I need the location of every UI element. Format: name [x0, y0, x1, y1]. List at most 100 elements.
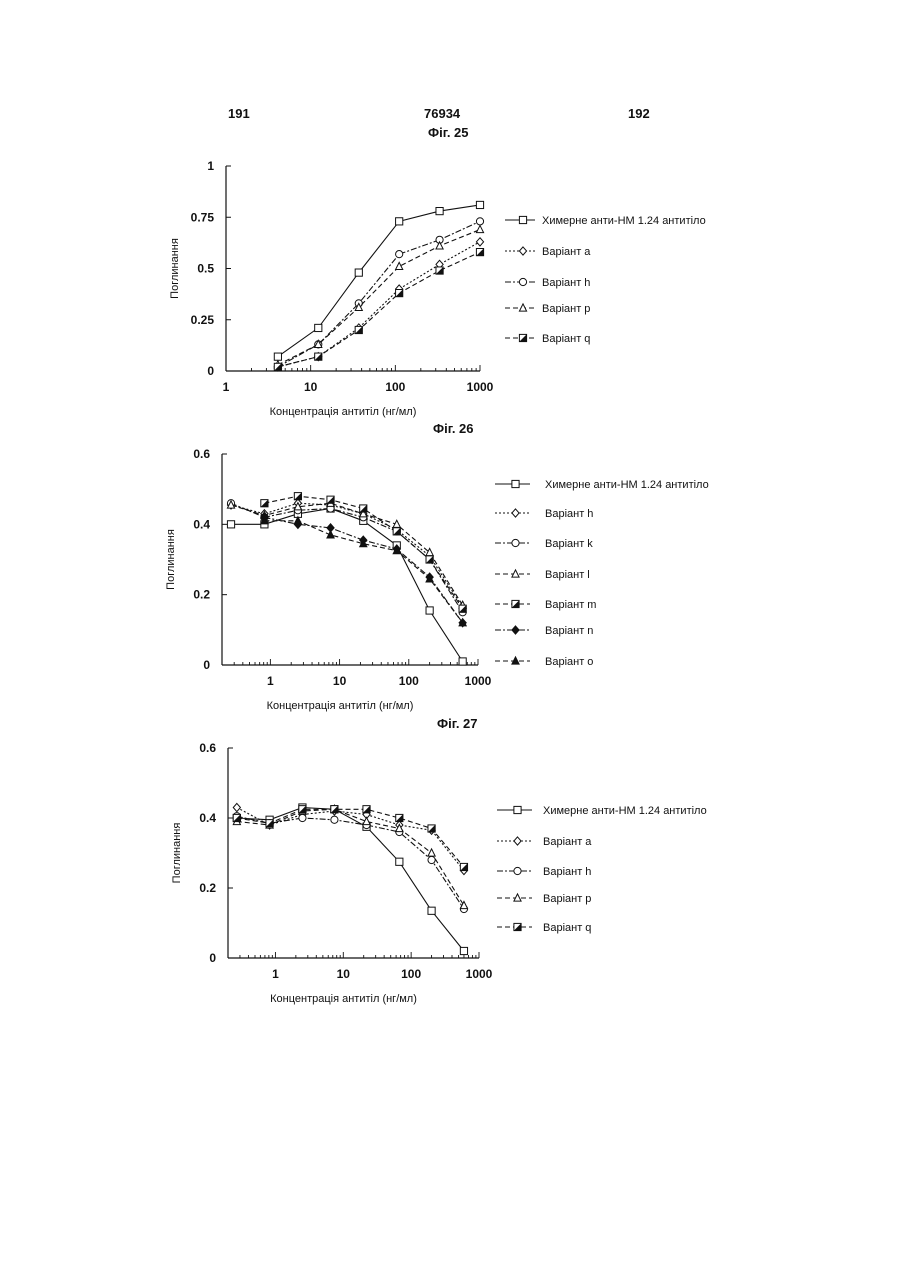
legend-label: Варіант m — [545, 599, 596, 611]
legend-label: Варіант h — [545, 508, 593, 520]
data-point — [428, 849, 435, 856]
data-point — [274, 363, 281, 370]
legend-label: Варіант h — [543, 866, 591, 878]
y-tick-label: 0 — [203, 658, 210, 672]
data-point — [355, 326, 362, 333]
series-0 — [227, 505, 466, 665]
legend-entry: Варіант o — [495, 656, 593, 668]
legend-entry: Варіант l — [495, 569, 590, 581]
data-point — [476, 201, 483, 208]
legend-marker — [512, 480, 519, 487]
data-point — [261, 500, 268, 507]
data-point — [233, 803, 240, 811]
data-point — [460, 863, 467, 870]
legend-label: Варіант q — [543, 922, 591, 934]
chart-2-group: 00.20.40.61101001000Концентрація антитіл… — [171, 741, 707, 1005]
legend-label: Варіант h — [542, 277, 590, 289]
data-point — [327, 496, 334, 503]
legend-entry: Варіант h — [497, 866, 591, 878]
legend-marker — [519, 247, 526, 255]
legend-label: Химерне анти-НМ 1.24 антитіло — [543, 805, 707, 817]
data-point — [436, 208, 443, 215]
data-point — [393, 528, 400, 535]
legend-entry: Варіант p — [497, 893, 591, 905]
data-point — [299, 814, 306, 821]
y-tick-label: 0 — [207, 364, 214, 378]
legend-label: Варіант k — [545, 538, 593, 550]
legend-marker — [514, 923, 521, 930]
y-tick-label: 0.2 — [193, 588, 210, 602]
data-point — [360, 505, 367, 512]
data-point — [476, 238, 483, 246]
y-tick-label: 0.75 — [191, 210, 215, 224]
legend-entry: Варіант a — [505, 246, 591, 258]
data-point — [396, 218, 403, 225]
series-4 — [261, 493, 466, 613]
data-point — [227, 521, 234, 528]
y-tick-label: 0.4 — [193, 517, 210, 531]
y-tick-label: 0 — [209, 951, 216, 965]
series-line — [278, 221, 480, 367]
x-tick-label: 1 — [267, 674, 274, 688]
legend-marker — [512, 539, 519, 546]
data-point — [428, 856, 435, 863]
legend-entry: Химерне анти-НМ 1.24 антитіло — [495, 479, 709, 491]
series-5 — [261, 513, 466, 627]
x-tick-label: 1 — [223, 380, 230, 394]
legend-entry: Химерне анти-НМ 1.24 антитіло — [505, 215, 706, 227]
chart-1-group: 00.20.40.61101001000Концентрація антитіл… — [165, 447, 709, 712]
y-axis-label: Поглинання — [165, 529, 177, 590]
data-point — [294, 493, 301, 500]
x-tick-label: 10 — [304, 380, 318, 394]
x-tick-label: 1 — [272, 967, 279, 981]
legend-entry: Варіант q — [505, 333, 590, 345]
series-line — [278, 242, 480, 367]
legend-label: Варіант q — [542, 333, 590, 345]
x-axis-label: Концентрація антитіл (нг/мл) — [270, 406, 417, 418]
x-tick-label: 1000 — [467, 380, 494, 394]
data-point — [459, 658, 466, 665]
chart-fig-25: 00.250.50.7511101001000Концентрація анти… — [0, 0, 901, 1273]
data-point — [476, 218, 483, 225]
data-point — [363, 806, 370, 813]
data-point — [355, 269, 362, 276]
data-point — [460, 947, 467, 954]
legend-entry: Варіант q — [497, 922, 591, 934]
series-line — [231, 509, 463, 662]
y-axis-label: Поглинання — [171, 823, 183, 884]
data-point — [315, 324, 322, 331]
data-point — [426, 556, 433, 563]
data-point — [476, 249, 483, 256]
series-6 — [261, 517, 466, 626]
y-tick-label: 0.25 — [191, 313, 215, 327]
y-tick-label: 0.6 — [193, 447, 210, 461]
data-point — [426, 607, 433, 614]
legend-entry: Варіант h — [495, 508, 593, 520]
x-tick-label: 10 — [337, 967, 351, 981]
legend-entry: Варіант h — [505, 277, 590, 289]
legend-label: Химерне анти-НМ 1.24 антитіло — [545, 479, 709, 491]
legend-marker — [519, 334, 526, 341]
data-point — [396, 858, 403, 865]
legend-marker — [512, 626, 519, 634]
data-point — [299, 806, 306, 813]
series-line — [278, 230, 480, 365]
data-point — [331, 816, 338, 823]
series-0 — [274, 201, 483, 360]
x-tick-label: 100 — [401, 967, 421, 981]
legend-marker — [514, 867, 521, 874]
legend-label: Варіант l — [545, 569, 590, 581]
y-tick-label: 0.2 — [199, 881, 216, 895]
x-axis-label: Концентрація антитіл (нг/мл) — [267, 700, 414, 712]
y-tick-label: 1 — [207, 159, 214, 173]
legend-marker — [512, 600, 519, 607]
y-tick-label: 0.6 — [199, 741, 216, 755]
data-point — [331, 806, 338, 813]
legend-label: Варіант a — [542, 246, 591, 258]
data-point — [315, 353, 322, 360]
legend-entry: Варіант m — [495, 599, 596, 611]
data-point — [476, 225, 483, 232]
data-point — [274, 353, 281, 360]
data-point — [396, 251, 403, 258]
legend-entry: Варіант p — [505, 303, 590, 315]
